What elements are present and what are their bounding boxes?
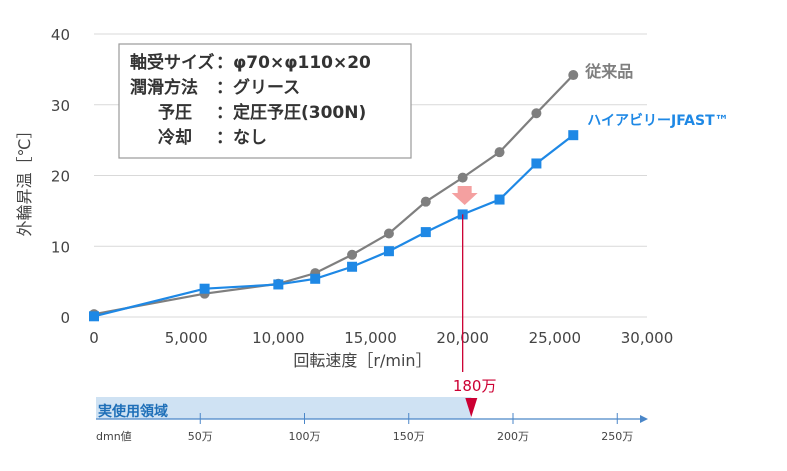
dmn-tick-label: 150万 — [393, 430, 425, 443]
usage-range-label: 実使用領域 — [98, 403, 168, 420]
series-line-jfast — [93, 134, 574, 318]
series-label: 従来品 — [584, 62, 633, 81]
info-key: 冷却 — [158, 127, 192, 148]
x-tick-label: 5,000 — [165, 329, 208, 347]
data-point — [383, 228, 394, 239]
y-tick-label: 40 — [51, 26, 70, 44]
data-point — [494, 194, 505, 205]
data-point — [494, 147, 505, 158]
reduction-arrow — [451, 186, 478, 205]
info-value: ：定圧予圧(300N) — [216, 102, 366, 123]
dmn-tick-label: 200万 — [497, 430, 529, 443]
info-value: ：なし — [216, 128, 267, 148]
y-tick-label: 0 — [60, 309, 70, 327]
info-key: 軸受サイズ — [130, 52, 215, 73]
data-point — [347, 249, 358, 260]
data-point — [347, 261, 358, 272]
data-point — [568, 70, 579, 81]
data-point — [420, 227, 431, 238]
info-value: ：グリース — [216, 77, 300, 98]
data-point — [531, 158, 542, 169]
data-point — [457, 172, 468, 183]
data-point — [568, 130, 579, 141]
data-point — [199, 283, 210, 294]
info-box-frame — [118, 43, 412, 159]
dmn-scale: 実使用領域 50万 100万 150万 200万 250万 dmn値 — [96, 397, 648, 443]
usage-range-band — [96, 397, 472, 419]
data-point — [273, 279, 284, 290]
dmn-axis-arrowhead — [640, 415, 648, 423]
annotations: 180万 — [451, 186, 497, 395]
dmn-tick-label: 50万 — [188, 430, 213, 443]
y-tick-label: 30 — [51, 97, 70, 115]
info-key: 潤滑方法 — [130, 77, 198, 98]
dmn-position-marker — [465, 398, 478, 417]
series-label: ハイアビリーJFAST™ — [587, 113, 728, 129]
dmn-tick-label: 100万 — [289, 430, 321, 443]
y-tick-label: 10 — [51, 238, 70, 256]
dmn-tick-label: 250万 — [601, 430, 633, 443]
dmn-axis-title: dmn値 — [96, 430, 132, 443]
speed-marker-label: 180万 — [453, 377, 497, 395]
info-key: 予圧 — [158, 103, 192, 123]
data-point — [420, 196, 431, 207]
x-tick-label: 30,000 — [621, 329, 674, 347]
x-axis-title: 回転速度［r/min］ — [293, 351, 431, 370]
x-tick-label: 25,000 — [529, 329, 582, 347]
x-tick-label: 10,000 — [252, 329, 305, 347]
y-tick-label: 20 — [51, 168, 70, 186]
data-point — [531, 108, 542, 119]
data-point — [89, 311, 99, 322]
data-point — [383, 246, 394, 257]
info-value: ：φ70×φ110×20 — [216, 53, 371, 73]
axes: 回転速度［r/min］ 外輪昇温［℃］ — [15, 123, 432, 370]
x-tick-label: 15,000 — [344, 329, 397, 347]
data-point — [310, 273, 321, 284]
x-tick-label: 0 — [89, 329, 99, 347]
y-axis-title: 外輪昇温［℃］ — [15, 123, 34, 237]
